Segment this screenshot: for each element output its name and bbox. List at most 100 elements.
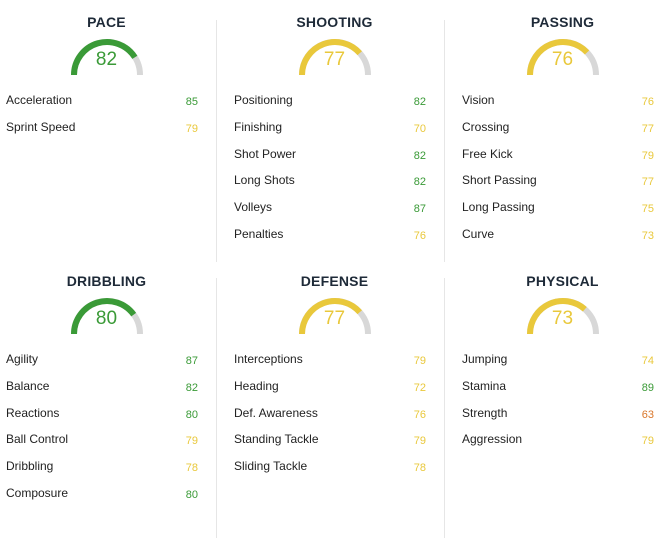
column-divider-3 bbox=[216, 278, 217, 538]
stat-value: 76 bbox=[413, 229, 426, 242]
stat-row-long-shots: Long Shots 82 bbox=[228, 173, 441, 200]
stat-row-sprint-speed: Sprint Speed 79 bbox=[0, 120, 213, 147]
stat-value: 87 bbox=[413, 203, 426, 216]
stat-row-reactions: Reactions 80 bbox=[0, 406, 213, 433]
stat-label: Curve bbox=[462, 226, 495, 241]
category-card-shooting: SHOOTING 77 Positioning 82 Finishing 70 Shot P… bbox=[228, 13, 441, 254]
column-divider-1 bbox=[216, 20, 217, 262]
stat-row-def-awareness: Def. Awareness 76 bbox=[228, 406, 441, 433]
stat-label: Crossing bbox=[462, 119, 510, 134]
stat-label: Agility bbox=[6, 352, 39, 366]
stat-value: 89 bbox=[641, 381, 654, 394]
column-divider-2 bbox=[444, 20, 445, 262]
stat-list: Positioning 82 Finishing 70 Shot Power 82 Long… bbox=[228, 93, 441, 254]
stat-row-shot-power: Shot Power 82 bbox=[228, 147, 441, 174]
stat-row-volleys: Volleys 87 bbox=[228, 200, 441, 227]
category-card-pace: PACE 82 Acceleration 85 Sprint Speed 79 bbox=[0, 13, 213, 147]
stat-label: Shot Power bbox=[234, 146, 297, 161]
stat-label: Aggression bbox=[462, 432, 523, 447]
stat-value: 87 bbox=[185, 355, 198, 367]
category-title: SHOOTING bbox=[296, 14, 373, 30]
gauge-value: 77 bbox=[323, 308, 346, 329]
stat-label: Composure bbox=[6, 485, 69, 500]
gauge-fill bbox=[298, 39, 362, 76]
stat-label: Strength bbox=[462, 405, 508, 420]
gauge-fill bbox=[526, 39, 589, 76]
stat-list: Interceptions 79 Heading 72 Def. Awareness 76… bbox=[228, 352, 441, 486]
stat-value: 80 bbox=[185, 408, 198, 421]
stat-label: Sliding Tackle bbox=[234, 459, 308, 474]
stat-label: Standing Tackle bbox=[234, 432, 319, 447]
stat-row-curve: Curve 73 bbox=[456, 227, 667, 254]
stat-row-agility: Agility 87 bbox=[0, 352, 213, 379]
stat-value: 79 bbox=[185, 122, 198, 135]
stat-label: Ball Control bbox=[6, 432, 69, 447]
stat-label: Positioning bbox=[234, 93, 293, 107]
stat-value: 79 bbox=[413, 355, 426, 367]
stat-row-composure: Composure 80 bbox=[0, 486, 213, 513]
stat-value: 73 bbox=[641, 229, 654, 242]
category-card-physical: PHYSICAL 73 Jumping 74 Stamina 89 Strength 63 Ag… bbox=[456, 272, 667, 459]
stat-value: 82 bbox=[413, 149, 426, 162]
stat-label: Heading bbox=[234, 378, 279, 393]
stat-value: 76 bbox=[641, 96, 654, 108]
stat-label: Short Passing bbox=[462, 173, 537, 188]
stat-value: 63 bbox=[641, 408, 654, 421]
stat-label: Volleys bbox=[234, 200, 273, 215]
rating-gauge: 77 bbox=[295, 37, 375, 79]
stat-value: 77 bbox=[641, 122, 654, 135]
rating-gauge: 77 bbox=[295, 296, 375, 338]
stat-label: Long Passing bbox=[462, 200, 535, 215]
stat-list: Acceleration 85 Sprint Speed 79 bbox=[0, 93, 213, 147]
stat-label: Def. Awareness bbox=[234, 405, 318, 420]
stat-row-strength: Strength 63 bbox=[456, 406, 667, 433]
stat-label: Finishing bbox=[234, 119, 283, 134]
stat-label: Penalties bbox=[234, 226, 284, 241]
stat-value: 78 bbox=[185, 462, 198, 475]
stat-row-standing-tackle: Standing Tackle 79 bbox=[228, 432, 441, 459]
gauge-value: 77 bbox=[323, 49, 346, 70]
stat-list: Vision 76 Crossing 77 Free Kick 79 Short Passi… bbox=[456, 93, 667, 254]
stat-row-balance: Balance 82 bbox=[0, 379, 213, 406]
stat-label: Vision bbox=[462, 93, 495, 107]
stat-value: 80 bbox=[185, 488, 198, 501]
gauge-value: 80 bbox=[95, 308, 118, 329]
stat-row-ball-control: Ball Control 79 bbox=[0, 432, 213, 459]
rating-gauge: 76 bbox=[523, 37, 603, 79]
stat-value: 79 bbox=[641, 149, 654, 162]
stat-value: 82 bbox=[185, 381, 198, 394]
gauge-fill bbox=[70, 39, 137, 76]
category-title: PACE bbox=[87, 14, 126, 30]
stat-value: 82 bbox=[413, 96, 426, 108]
stat-label: Long Shots bbox=[234, 173, 295, 188]
stat-label: Dribbling bbox=[6, 459, 54, 474]
stat-value: 79 bbox=[413, 435, 426, 448]
stat-label: Interceptions bbox=[234, 352, 303, 366]
category-title: PHYSICAL bbox=[526, 273, 599, 289]
stat-value: 82 bbox=[413, 176, 426, 189]
category-card-passing: PASSING 76 Vision 76 Crossing 77 Free Kick 79 Sh… bbox=[456, 13, 667, 254]
stat-row-free-kick: Free Kick 79 bbox=[456, 147, 667, 174]
stat-label: Sprint Speed bbox=[6, 119, 76, 134]
stat-row-jumping: Jumping 74 bbox=[456, 352, 667, 379]
category-card-defense: DEFENSE 77 Interceptions 79 Heading 72 Def. Aw… bbox=[228, 272, 441, 486]
stat-value: 76 bbox=[413, 408, 426, 421]
rating-gauge: 80 bbox=[67, 296, 147, 338]
stat-row-penalties: Penalties 76 bbox=[228, 227, 441, 254]
stat-row-sliding-tackle: Sliding Tackle 78 bbox=[228, 459, 441, 486]
stat-row-interceptions: Interceptions 79 bbox=[228, 352, 441, 379]
gauge-value: 73 bbox=[551, 308, 574, 329]
gauge-value: 82 bbox=[95, 49, 118, 70]
stat-value: 75 bbox=[641, 203, 654, 216]
stat-label: Stamina bbox=[462, 378, 507, 393]
stat-value: 74 bbox=[641, 355, 654, 367]
stat-row-crossing: Crossing 77 bbox=[456, 120, 667, 147]
stat-list: Agility 87 Balance 82 Reactions 80 Ball Contro… bbox=[0, 352, 213, 513]
stat-value: 72 bbox=[413, 381, 426, 394]
stat-row-acceleration: Acceleration 85 bbox=[0, 93, 213, 120]
stat-value: 70 bbox=[413, 122, 426, 135]
stat-row-vision: Vision 76 bbox=[456, 93, 667, 120]
gauge-value: 76 bbox=[551, 49, 574, 70]
stat-row-aggression: Aggression 79 bbox=[456, 432, 667, 459]
stat-list: Jumping 74 Stamina 89 Strength 63 Aggression 79 bbox=[456, 352, 667, 459]
